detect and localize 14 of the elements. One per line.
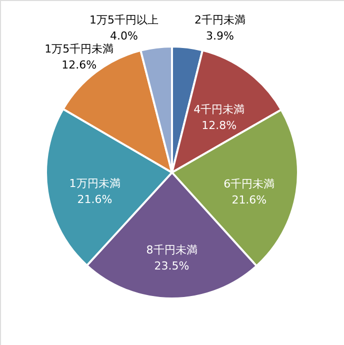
data-label: 21.6%	[77, 193, 112, 206]
data-label: 21.6%	[232, 194, 267, 207]
slice-label: 1万5千円未満	[44, 42, 114, 56]
slice-label: 1万円未満	[69, 177, 120, 190]
slice-label: 8千円未満	[146, 244, 198, 257]
data-label: 12.6%	[62, 58, 97, 72]
data-label: 4.0%	[110, 30, 138, 42]
slice-label: 2千円未満	[194, 14, 246, 26]
slice-label: 4千円未満	[194, 103, 245, 116]
data-label: 12.8%	[202, 119, 237, 132]
slice-label: 1万5千円以上	[90, 14, 158, 26]
data-label: 23.5%	[154, 260, 190, 273]
slice-label: 6千円未満	[224, 178, 275, 191]
data-label: 3.9%	[206, 30, 234, 42]
